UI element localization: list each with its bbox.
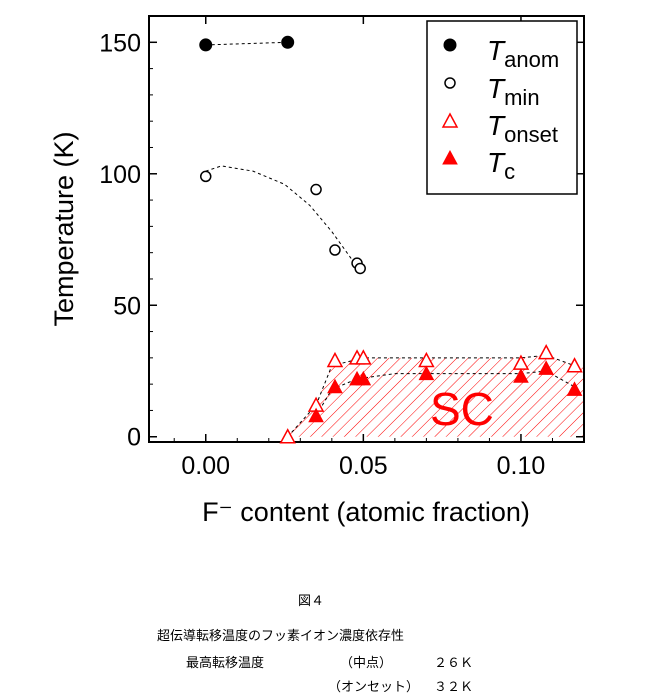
- onset-value: ３２Ｋ: [434, 680, 474, 695]
- chart: 0.00 0.05 0.10 0 50 100 150 SC F⁻ content (ato…: [49, 15, 585, 527]
- marker-onset: [355, 349, 372, 365]
- legend: Tanom Tmin Tonset Tc: [426, 20, 578, 195]
- legend-marker-anom: [443, 38, 457, 52]
- y-tick-label: 100: [99, 161, 141, 189]
- legend-marker-min: [444, 77, 456, 89]
- figure-number: 図４: [298, 594, 325, 609]
- marker-min: [329, 244, 341, 256]
- legend-onset-symbol: T: [487, 110, 506, 141]
- legend-marker-onset: [441, 112, 459, 128]
- marker-onset: [566, 357, 583, 373]
- max-tc-label: 最高転移温度: [186, 656, 265, 671]
- legend-anom-subscript: anom: [504, 47, 559, 72]
- axis-ticks: 0.00 0.05 0.10 0 50 100 150: [99, 16, 585, 480]
- legend-label-c: Tc: [487, 147, 515, 184]
- legend-onset-subscript: onset: [504, 122, 558, 147]
- marker-anom: [281, 35, 295, 49]
- sc-region-label: SC: [430, 383, 494, 435]
- midpoint-label: （中点）: [340, 656, 393, 671]
- y-tick-label: 0: [127, 424, 141, 452]
- legend-label-onset: Tonset: [487, 110, 558, 147]
- y-tick-label: 50: [113, 292, 141, 320]
- marker-c: [513, 368, 529, 383]
- legend-label-min: Tmin: [487, 73, 540, 110]
- x-axis-title: F⁻ content (atomic fraction): [202, 497, 530, 527]
- marker-min: [199, 170, 212, 183]
- legend-anom-symbol: T: [487, 35, 506, 66]
- marker-min: [354, 262, 366, 275]
- y-tick-label: 150: [99, 29, 141, 57]
- legend-label-anom: Tanom: [487, 35, 559, 72]
- legend-marker-c: [442, 149, 458, 165]
- legend-markers: [441, 38, 459, 165]
- marker-c: [308, 407, 324, 423]
- marker-min: [310, 183, 322, 196]
- figure-title: 超伝導転移温度のフッ素イオン濃度依存性: [157, 629, 405, 644]
- legend-c-subscript: c: [504, 159, 515, 184]
- x-tick-label: 0.10: [497, 452, 546, 480]
- onset-label: （オンセット）: [328, 680, 420, 695]
- legend-c-symbol: T: [487, 147, 506, 178]
- marker-onset: [537, 344, 555, 360]
- marker-onset: [326, 351, 344, 368]
- y-axis-title: Temperature (K): [49, 131, 79, 326]
- midpoint-value: ２６Ｋ: [434, 656, 474, 671]
- guide-line-anom: [205, 41, 288, 46]
- marker-c: [355, 370, 372, 386]
- legend-min-symbol: T: [487, 73, 506, 104]
- markers: [199, 35, 583, 444]
- marker-c: [566, 381, 583, 396]
- marker-onset: [279, 428, 296, 444]
- marker-c: [327, 378, 343, 394]
- plot-frame: [148, 15, 585, 443]
- marker-c: [418, 365, 435, 381]
- guide-line-min: [205, 165, 364, 275]
- x-tick-label: 0.05: [339, 452, 388, 480]
- legend-min-subscript: min: [504, 85, 539, 110]
- x-tick-label: 0.00: [181, 452, 230, 480]
- marker-c: [538, 360, 555, 375]
- marker-anom: [199, 38, 213, 52]
